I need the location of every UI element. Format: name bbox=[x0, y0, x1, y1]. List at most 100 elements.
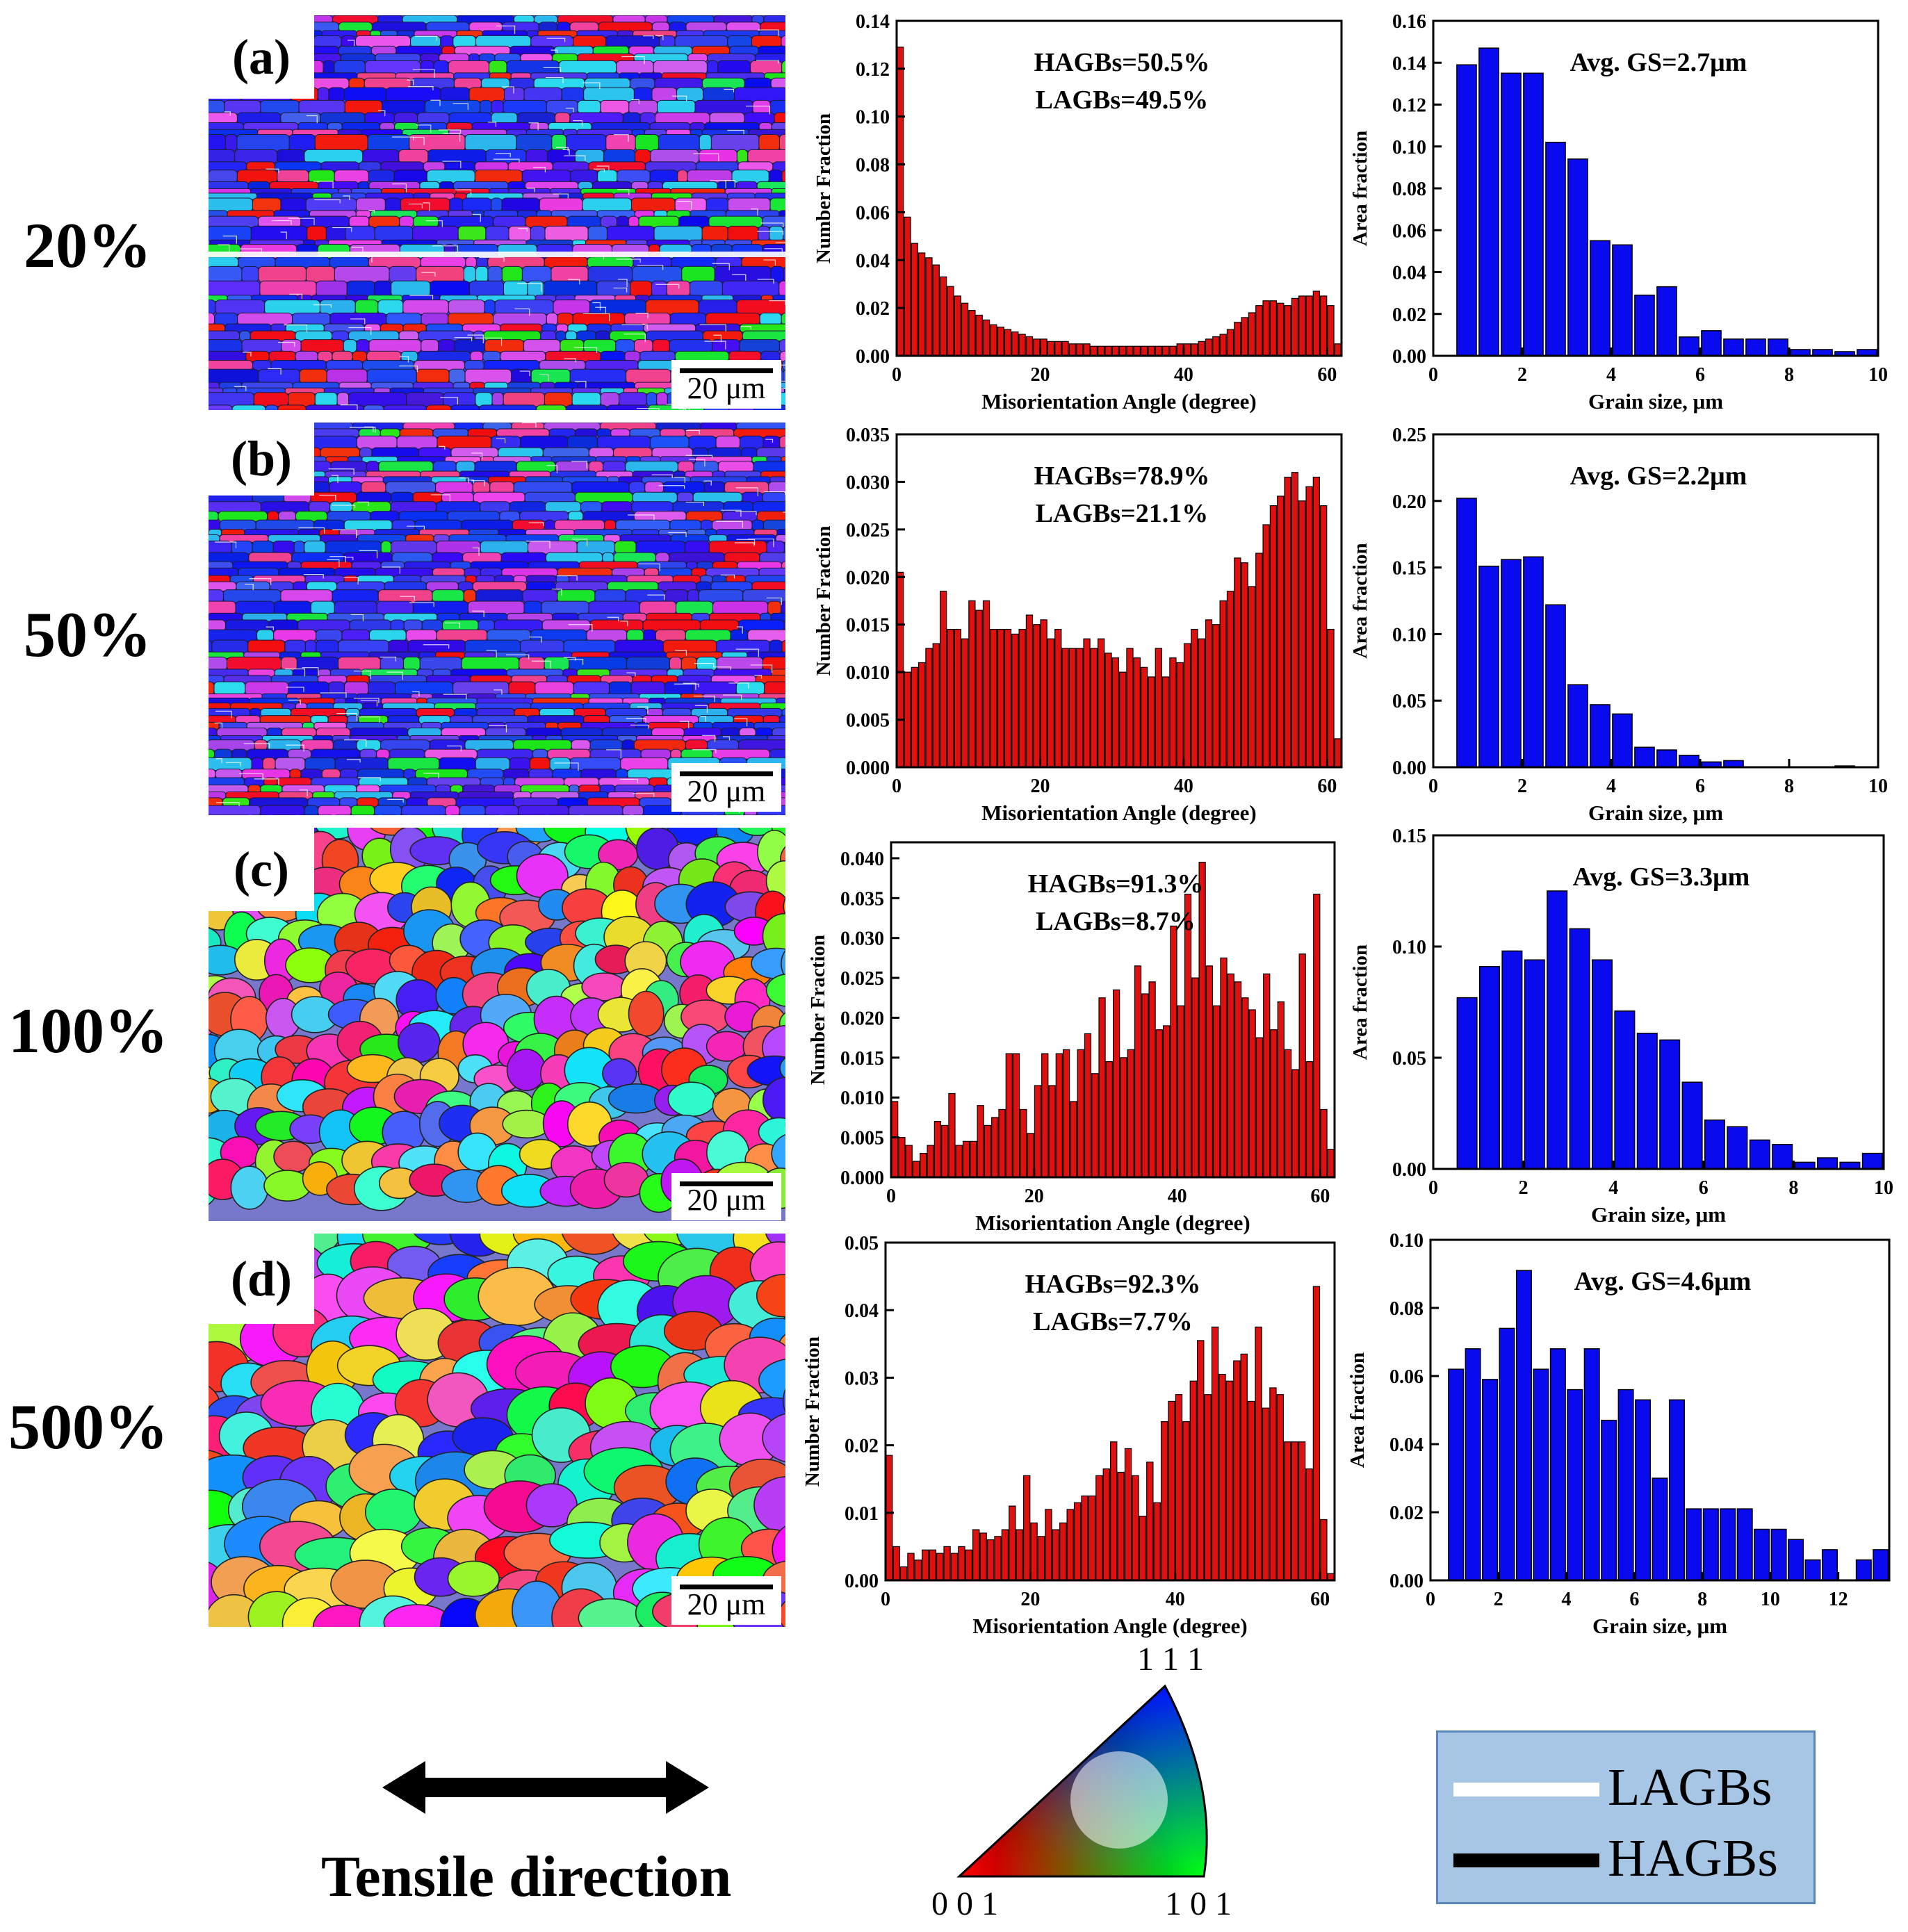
ipf-label-101: 1 0 1 bbox=[1165, 1885, 1232, 1922]
tensile-direction-arrow bbox=[382, 1761, 709, 1814]
bar bbox=[897, 47, 904, 357]
bar bbox=[947, 286, 954, 357]
panel-label-a: (a) bbox=[209, 15, 314, 99]
x-tick-label: 60 bbox=[1317, 364, 1337, 386]
bar bbox=[932, 264, 940, 357]
bar bbox=[1183, 343, 1191, 357]
scale-bar-label: 20 μm bbox=[687, 1587, 766, 1621]
bar bbox=[1054, 341, 1062, 357]
bar bbox=[1025, 336, 1034, 357]
bar bbox=[1083, 343, 1091, 357]
bar bbox=[1148, 345, 1155, 357]
bar bbox=[961, 302, 969, 357]
bar bbox=[1176, 343, 1184, 357]
strain-label-100: 100% bbox=[8, 995, 168, 1066]
ipf-label-001: 0 0 1 bbox=[931, 1885, 998, 1922]
bar bbox=[1090, 345, 1098, 357]
bar bbox=[1018, 334, 1026, 357]
strain-label-500: 500% bbox=[8, 1391, 168, 1462]
legend-hagbs-label: HAGBs bbox=[1608, 1829, 1778, 1888]
bar bbox=[1269, 300, 1278, 357]
bar bbox=[1033, 338, 1041, 357]
y-tick-label: 0.10 bbox=[856, 107, 890, 129]
bar bbox=[1327, 305, 1335, 357]
y-axis-label: Number Fraction bbox=[813, 113, 835, 263]
legend-lagbs-label: LAGBs bbox=[1608, 1758, 1772, 1817]
plot-frame bbox=[895, 19, 1343, 357]
panel-label-c: (c) bbox=[209, 828, 314, 911]
bar bbox=[1291, 297, 1299, 357]
bar bbox=[1161, 345, 1170, 357]
bar bbox=[1248, 312, 1256, 357]
x-tick-label: 20 bbox=[1030, 364, 1050, 386]
strain-label-50: 50% bbox=[24, 599, 152, 670]
legend-lagbs-line bbox=[1453, 1783, 1599, 1796]
x-axis-label: Misorientation Angle (degree) bbox=[981, 389, 1256, 414]
bar bbox=[990, 324, 997, 357]
legend-hagbs-line bbox=[1453, 1853, 1599, 1867]
ipf-label-111: 1 1 1 bbox=[1137, 1641, 1204, 1678]
bar bbox=[1226, 329, 1234, 357]
bar bbox=[1169, 345, 1177, 357]
bar bbox=[1061, 341, 1069, 357]
bar bbox=[1133, 345, 1141, 357]
bar bbox=[1255, 305, 1263, 357]
y-tick-label: 0.02 bbox=[856, 298, 890, 320]
chart-annotation: HAGBs=50.5% bbox=[1034, 48, 1210, 77]
bar bbox=[1047, 341, 1055, 357]
bar bbox=[1191, 343, 1198, 357]
ebsd-map-b bbox=[209, 423, 785, 815]
bar bbox=[1334, 343, 1342, 357]
scale-bar-d: 20 μm bbox=[671, 1576, 781, 1625]
y-tick-label: 0.00 bbox=[856, 346, 890, 368]
bar bbox=[1277, 302, 1285, 357]
bar bbox=[1111, 345, 1119, 357]
bar bbox=[975, 314, 983, 357]
x-tick-label: 0 bbox=[892, 364, 902, 386]
bar bbox=[1320, 295, 1328, 357]
y-tick-label: 0.06 bbox=[856, 202, 890, 224]
scale-bar-label: 20 μm bbox=[687, 1183, 766, 1217]
bar bbox=[918, 252, 926, 357]
bar bbox=[911, 243, 918, 357]
bar bbox=[1126, 345, 1134, 357]
bar bbox=[1155, 345, 1162, 357]
bar bbox=[939, 276, 947, 357]
bar bbox=[1312, 290, 1321, 357]
bar bbox=[997, 327, 1004, 357]
ipf-color-key: 1 1 1 0 0 1 1 0 1 bbox=[931, 1641, 1237, 1932]
bar bbox=[982, 319, 990, 357]
panel-label-d: (d) bbox=[209, 1234, 314, 1324]
bar bbox=[1011, 331, 1019, 357]
scale-bar-label: 20 μm bbox=[687, 371, 766, 405]
y-tick-label: 0.08 bbox=[856, 155, 890, 177]
bar bbox=[1198, 341, 1205, 357]
bar bbox=[1234, 322, 1241, 357]
bar bbox=[925, 257, 933, 357]
strain-label-20: 20% bbox=[24, 210, 152, 281]
bar bbox=[1262, 300, 1270, 357]
bar bbox=[1212, 336, 1220, 357]
bar bbox=[1219, 334, 1227, 357]
grain-boundary-legend: LAGBs HAGBs bbox=[1436, 1730, 1816, 1904]
bar bbox=[1140, 345, 1148, 357]
bar bbox=[1241, 317, 1248, 357]
bar bbox=[904, 216, 911, 357]
scale-bar-b: 20 μm bbox=[671, 763, 781, 812]
chart-annotation: LAGBs=49.5% bbox=[1036, 85, 1209, 115]
bar bbox=[1076, 343, 1084, 357]
bar bbox=[1068, 343, 1077, 357]
bar bbox=[1040, 338, 1047, 357]
ebsd-map-d bbox=[209, 1234, 785, 1627]
y-tick-label: 0.04 bbox=[856, 250, 890, 272]
bar bbox=[954, 295, 961, 357]
bar bbox=[1004, 329, 1012, 357]
bar bbox=[1284, 305, 1291, 357]
scale-bar-label: 20 μm bbox=[687, 774, 766, 808]
y-tick-label: 0.12 bbox=[856, 59, 890, 81]
bar bbox=[1205, 338, 1213, 357]
ebsd-map-a bbox=[209, 15, 785, 410]
bar bbox=[1104, 345, 1112, 357]
